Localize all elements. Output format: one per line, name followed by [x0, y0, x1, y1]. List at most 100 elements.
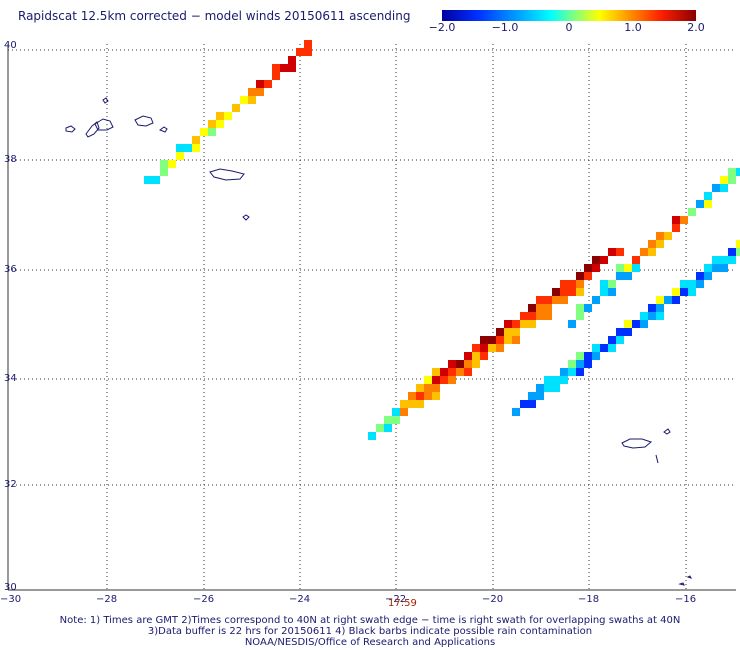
swath-cell — [272, 72, 280, 80]
swath-cell — [616, 248, 624, 256]
swath-cell — [600, 288, 608, 296]
swath-cell — [576, 288, 584, 296]
swath-cell — [576, 312, 584, 320]
swath-cell — [712, 256, 720, 264]
swath-cell — [616, 328, 624, 336]
swath-cell — [680, 288, 688, 296]
island-outline — [242, 214, 250, 221]
swath-cell — [536, 296, 544, 304]
colorbar-tick-label: −1.0 — [491, 21, 519, 34]
swath-cell — [544, 304, 552, 312]
graticule-grid — [8, 44, 736, 590]
swath-cell — [672, 296, 680, 304]
lon-tick-label: −30 — [0, 594, 21, 605]
swath-cell — [616, 272, 624, 280]
island-outline — [65, 125, 76, 133]
swath-cell — [720, 184, 728, 192]
swath-cell — [592, 264, 600, 272]
swath-cell — [576, 280, 584, 288]
lon-tick-label: −24 — [289, 594, 310, 605]
swath-cell — [152, 176, 160, 184]
colorbar-tick-label: 0 — [565, 21, 573, 34]
swath-cell — [248, 88, 256, 96]
swath-cell — [552, 288, 560, 296]
swath-cell — [456, 360, 464, 368]
swath-cell — [528, 400, 536, 408]
swath-cell — [640, 312, 648, 320]
swath-cell — [704, 192, 712, 200]
swath-cell — [176, 144, 184, 152]
footnote-line: 3)Data buffer is 22 hrs for 20150611 4) … — [147, 626, 593, 637]
swath-cell — [568, 360, 576, 368]
island-outline — [158, 126, 168, 133]
swath-cell — [216, 112, 224, 120]
swath-cell — [440, 376, 448, 384]
swath-cell — [464, 360, 472, 368]
lon-tick-label: −20 — [482, 594, 503, 605]
swath-cell — [544, 376, 552, 384]
swath-cell — [392, 408, 400, 416]
swath-cell — [264, 80, 272, 88]
colorbar-tick-label: 1.0 — [624, 21, 642, 34]
swath-cell — [640, 248, 648, 256]
island-outline — [94, 118, 114, 131]
swath-cell — [560, 368, 568, 376]
swath-cell — [384, 416, 392, 424]
swath-cell — [496, 336, 504, 344]
swath-cell — [432, 376, 440, 384]
swath-cell — [472, 344, 480, 352]
swath-cell — [528, 392, 536, 400]
swath-cell — [632, 264, 640, 272]
island-outline — [209, 168, 245, 181]
swath-cell — [656, 296, 664, 304]
swath-cell — [624, 328, 632, 336]
swath-cell — [664, 232, 672, 240]
swath-cell — [584, 264, 592, 272]
swath-cell — [520, 400, 528, 408]
swath-cell — [184, 144, 192, 152]
swath-cell — [568, 288, 576, 296]
swath-cell — [656, 312, 664, 320]
swath-cell — [392, 416, 400, 424]
swath-cell — [528, 304, 536, 312]
swath-cell — [648, 304, 656, 312]
swath-cell — [688, 208, 696, 216]
swath-cell — [248, 96, 256, 104]
swath-cell — [496, 328, 504, 336]
island-outline — [621, 438, 653, 449]
swath-cell — [192, 136, 200, 144]
swath-cell — [656, 304, 664, 312]
footnotes: Note: 1) Times are GMT 2)Times correspon… — [0, 615, 740, 648]
map-title: Rapidscat 12.5km corrected − model winds… — [18, 9, 411, 23]
swath-cell — [448, 360, 456, 368]
swath-cell — [632, 256, 640, 264]
colorbar-legend: −2.0 −1.0 0 1.0 2.0 — [429, 10, 705, 40]
colorbar-tick-label: 2.0 — [687, 21, 705, 34]
swath-cell — [416, 384, 424, 392]
swath-cell — [160, 168, 168, 176]
swath-cell — [720, 176, 728, 184]
swath-cell — [488, 336, 496, 344]
swath-cell — [616, 264, 624, 272]
swath-cell — [648, 248, 656, 256]
swath-cell — [168, 160, 176, 168]
swath-cell — [560, 288, 568, 296]
swath-cell — [616, 336, 624, 344]
swath-cell — [216, 120, 224, 128]
swath-cell — [432, 392, 440, 400]
swath-cell — [528, 312, 536, 320]
swath-cell — [664, 296, 672, 304]
footnote-line: Note: 1) Times are GMT 2)Times correspon… — [59, 615, 681, 626]
swath-cell — [536, 304, 544, 312]
swath-cell — [584, 360, 592, 368]
swath-cell — [504, 328, 512, 336]
footnote-line: NOAA/NESDIS/Office of Research and Appli… — [244, 637, 496, 648]
swath-cell — [528, 320, 536, 328]
island-outline — [678, 582, 685, 586]
swath-cell — [592, 296, 600, 304]
swath-cell — [632, 320, 640, 328]
swath-cell — [576, 352, 584, 360]
swath-cell — [464, 352, 472, 360]
swath-cell — [624, 264, 632, 272]
swath-cell — [576, 272, 584, 280]
